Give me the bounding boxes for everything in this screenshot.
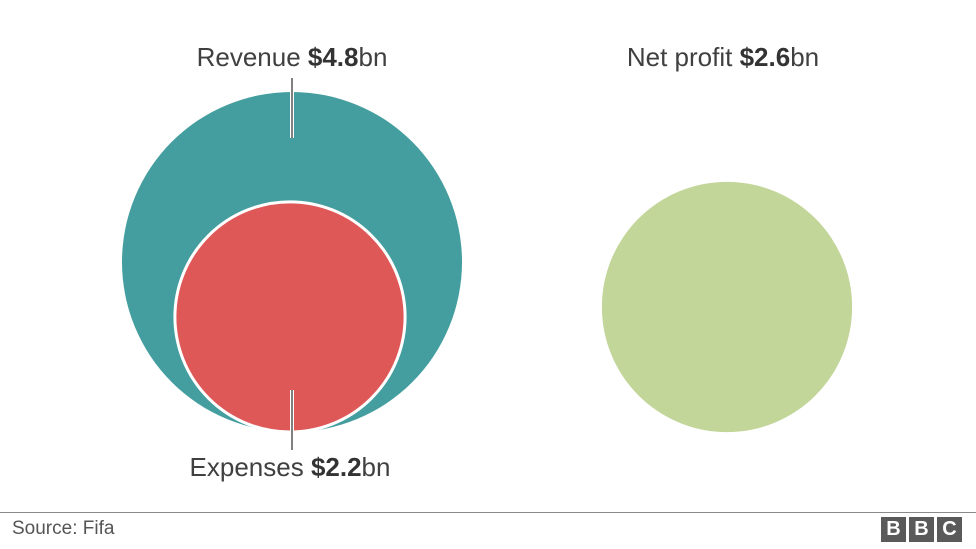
expenses-label-unit: bn	[361, 452, 391, 482]
expenses-label-value: $2.2	[310, 452, 362, 482]
logo-letter-1: B	[881, 517, 906, 542]
net-profit-bubble	[601, 181, 853, 433]
expenses-label-name: Expenses	[189, 452, 304, 482]
revenue-label: Revenue $4.8bn	[197, 42, 388, 72]
net-profit-label-name: Net profit	[626, 42, 733, 72]
net-profit-label: Net profit $2.6bn	[627, 42, 819, 72]
expenses-label: Expenses $2.2bn	[190, 452, 391, 482]
footer-divider	[0, 512, 976, 513]
logo-letter-2: B	[909, 517, 934, 542]
source-note: Source: Fifa	[12, 518, 115, 539]
revenue-label-name: Revenue	[196, 42, 301, 72]
bbc-logo: B B C	[881, 517, 962, 542]
revenue-label-value: $4.8	[307, 42, 359, 72]
revenue-label-unit: bn	[358, 42, 388, 72]
net-profit-label-value: $2.6	[739, 42, 791, 72]
net-profit-label-unit: bn	[790, 42, 820, 72]
logo-letter-3: C	[937, 517, 962, 542]
